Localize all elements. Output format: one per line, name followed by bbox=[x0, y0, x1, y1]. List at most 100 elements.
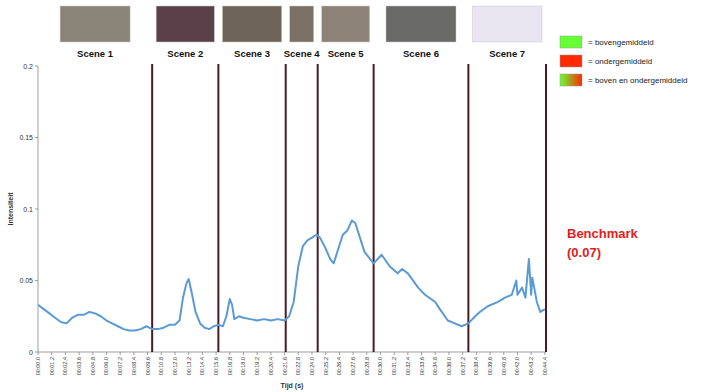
x-tick bbox=[65, 352, 66, 355]
x-tick bbox=[325, 352, 326, 355]
scene-label: Scene 3 bbox=[234, 48, 270, 59]
x-tick-label: 00:22.8 bbox=[295, 357, 301, 375]
scene-boundary bbox=[217, 64, 219, 352]
y-tick bbox=[35, 209, 38, 210]
x-tick bbox=[366, 352, 367, 355]
x-tick-label: 00:25.2 bbox=[323, 357, 329, 375]
x-tick-label: 00:04.8 bbox=[90, 357, 96, 375]
x-tick-label: 00:33.6 bbox=[419, 357, 425, 375]
x-tick bbox=[490, 352, 491, 355]
x-tick bbox=[133, 352, 134, 355]
x-tick-label: 00:08.4 bbox=[131, 357, 137, 375]
x-tick-label: 00:18.0 bbox=[240, 357, 246, 375]
x-tick-label: 00:38.4 bbox=[473, 357, 479, 375]
x-tick bbox=[394, 352, 395, 355]
x-tick-label: 00:19.2 bbox=[254, 357, 260, 375]
annotation: (0.07) bbox=[567, 245, 601, 260]
y-tick-label: 0.2 bbox=[23, 63, 33, 70]
x-tick bbox=[531, 352, 532, 355]
x-tick bbox=[503, 352, 504, 355]
x-tick bbox=[147, 352, 148, 355]
scene-thumbnail bbox=[60, 6, 130, 42]
scene-thumbnail bbox=[386, 6, 456, 42]
x-tick bbox=[517, 352, 518, 355]
y-tick-label: 0.05 bbox=[19, 277, 33, 284]
line-series bbox=[38, 220, 545, 330]
x-tick-label: 00:02.4 bbox=[62, 357, 68, 375]
x-tick bbox=[435, 352, 436, 355]
legend-swatch bbox=[560, 74, 582, 86]
x-tick-label: 00:27.6 bbox=[350, 357, 356, 375]
y-tick bbox=[35, 352, 38, 353]
x-tick bbox=[421, 352, 422, 355]
scene-boundary bbox=[373, 64, 375, 352]
scene-label: Scene 1 bbox=[77, 48, 114, 59]
x-tick bbox=[353, 352, 354, 355]
scene-thumbnail bbox=[156, 6, 214, 42]
x-tick bbox=[298, 352, 299, 355]
scene-label: Scene 6 bbox=[403, 48, 439, 59]
x-tick bbox=[188, 352, 189, 355]
x-tick bbox=[270, 352, 271, 355]
x-tick bbox=[257, 352, 258, 355]
y-tick-label: 0.1 bbox=[23, 206, 33, 213]
x-tick bbox=[120, 352, 121, 355]
scene-label: Scene 7 bbox=[489, 48, 525, 59]
x-tick-label: 00:01.2 bbox=[49, 357, 55, 375]
scene-label: Scene 4 bbox=[284, 48, 321, 59]
x-tick bbox=[407, 352, 408, 355]
x-axis bbox=[38, 352, 546, 353]
x-tick-label: 00:37.2 bbox=[460, 357, 466, 375]
x-tick bbox=[174, 352, 175, 355]
scene-thumbnail bbox=[322, 6, 370, 42]
x-tick-label: 00:00.0 bbox=[35, 357, 41, 375]
x-tick-label: 00:39.6 bbox=[487, 357, 493, 375]
x-tick bbox=[380, 352, 381, 355]
plot-area bbox=[38, 220, 545, 330]
x-tick bbox=[476, 352, 477, 355]
x-tick bbox=[462, 352, 463, 355]
x-tick-label: 00:20.4 bbox=[268, 357, 274, 375]
x-tick bbox=[92, 352, 93, 355]
x-tick-label: 00:30.0 bbox=[377, 357, 383, 375]
x-tick-label: 00:32.4 bbox=[405, 357, 411, 375]
x-tick bbox=[106, 352, 107, 355]
x-tick bbox=[51, 352, 52, 355]
x-tick-label: 00:36.0 bbox=[446, 357, 452, 375]
legend-label: = bovengemiddeld bbox=[588, 38, 654, 47]
x-tick-label: 00:43.2 bbox=[528, 357, 534, 375]
x-tick bbox=[311, 352, 312, 355]
x-tick-label: 00:06.0 bbox=[103, 357, 109, 375]
legend-label: = boven en ondergemiddeld bbox=[588, 76, 687, 85]
y-tick bbox=[35, 137, 38, 138]
scene-thumbnail bbox=[472, 6, 542, 42]
scene-thumbnail bbox=[222, 6, 281, 42]
x-tick-label: 00:09.6 bbox=[145, 357, 151, 375]
x-tick bbox=[79, 352, 80, 355]
annotation: Benchmark bbox=[567, 226, 639, 241]
x-tick bbox=[38, 352, 39, 355]
x-tick-label: 00:28.8 bbox=[364, 357, 370, 375]
x-tick bbox=[243, 352, 244, 355]
x-tick bbox=[339, 352, 340, 355]
x-tick-label: 00:21.6 bbox=[282, 357, 288, 375]
y-tick-label: 0.15 bbox=[19, 134, 33, 141]
x-tick-label: 00:10.8 bbox=[158, 357, 164, 375]
scene-boundary bbox=[317, 64, 319, 352]
x-tick-label: 00:40.8 bbox=[501, 357, 507, 375]
scene-boundary bbox=[467, 64, 469, 352]
scene-label: Scene 2 bbox=[167, 48, 203, 59]
legend-label: = ondergemiddeld bbox=[588, 57, 652, 66]
x-tick-label: 00:44.4 bbox=[542, 357, 548, 375]
x-tick bbox=[202, 352, 203, 355]
x-tick bbox=[284, 352, 285, 355]
x-tick-label: 00:03.6 bbox=[76, 357, 82, 375]
y-tick bbox=[35, 66, 38, 67]
y-tick bbox=[35, 280, 38, 281]
legend-swatch bbox=[560, 55, 582, 67]
scene-label: Scene 5 bbox=[328, 48, 365, 59]
x-tick-label: 00:12.0 bbox=[172, 357, 178, 375]
scene-boundary bbox=[151, 64, 153, 352]
scene-boundary bbox=[285, 64, 287, 352]
x-tick-label: 00:42.0 bbox=[514, 357, 520, 375]
